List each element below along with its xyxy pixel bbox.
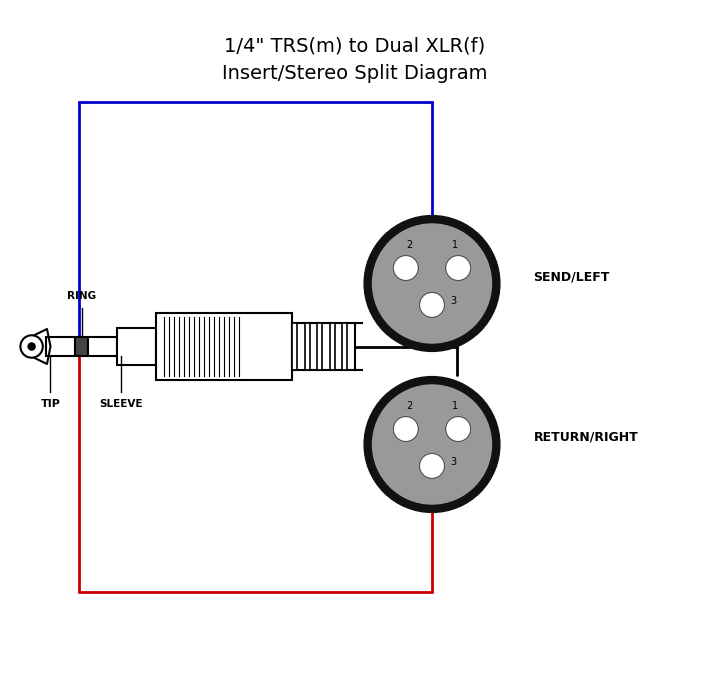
Text: SLEEVE: SLEEVE [99,399,142,409]
Text: RING: RING [67,291,97,301]
Circle shape [373,224,491,343]
Circle shape [446,256,471,281]
FancyBboxPatch shape [117,328,155,365]
FancyBboxPatch shape [75,337,87,356]
Text: 3: 3 [450,457,457,468]
Text: Insert/Stereo Split Diagram: Insert/Stereo Split Diagram [222,64,488,83]
Text: 3: 3 [450,296,457,307]
Text: TIP: TIP [40,399,60,409]
FancyBboxPatch shape [87,337,117,356]
Circle shape [21,335,43,358]
Circle shape [393,416,418,442]
Polygon shape [23,329,50,364]
Text: 2: 2 [406,401,413,411]
FancyBboxPatch shape [342,323,347,370]
Text: 1/4" TRS(m) to Dual XLR(f): 1/4" TRS(m) to Dual XLR(f) [224,36,486,55]
Text: 1: 1 [452,240,458,250]
Circle shape [420,454,444,479]
FancyBboxPatch shape [292,323,355,370]
Circle shape [364,377,500,512]
FancyBboxPatch shape [155,314,292,379]
Circle shape [364,216,500,351]
FancyBboxPatch shape [305,323,310,370]
Circle shape [393,256,418,281]
FancyBboxPatch shape [45,337,75,356]
Text: 1: 1 [452,401,458,411]
FancyBboxPatch shape [330,323,335,370]
Circle shape [28,343,35,350]
FancyBboxPatch shape [317,323,322,370]
Text: 2: 2 [406,240,413,250]
Text: SEND/LEFT: SEND/LEFT [533,270,610,283]
Circle shape [420,293,444,318]
FancyBboxPatch shape [292,323,297,370]
Circle shape [373,385,491,504]
Text: RETURN/RIGHT: RETURN/RIGHT [533,431,638,444]
Circle shape [446,416,471,442]
